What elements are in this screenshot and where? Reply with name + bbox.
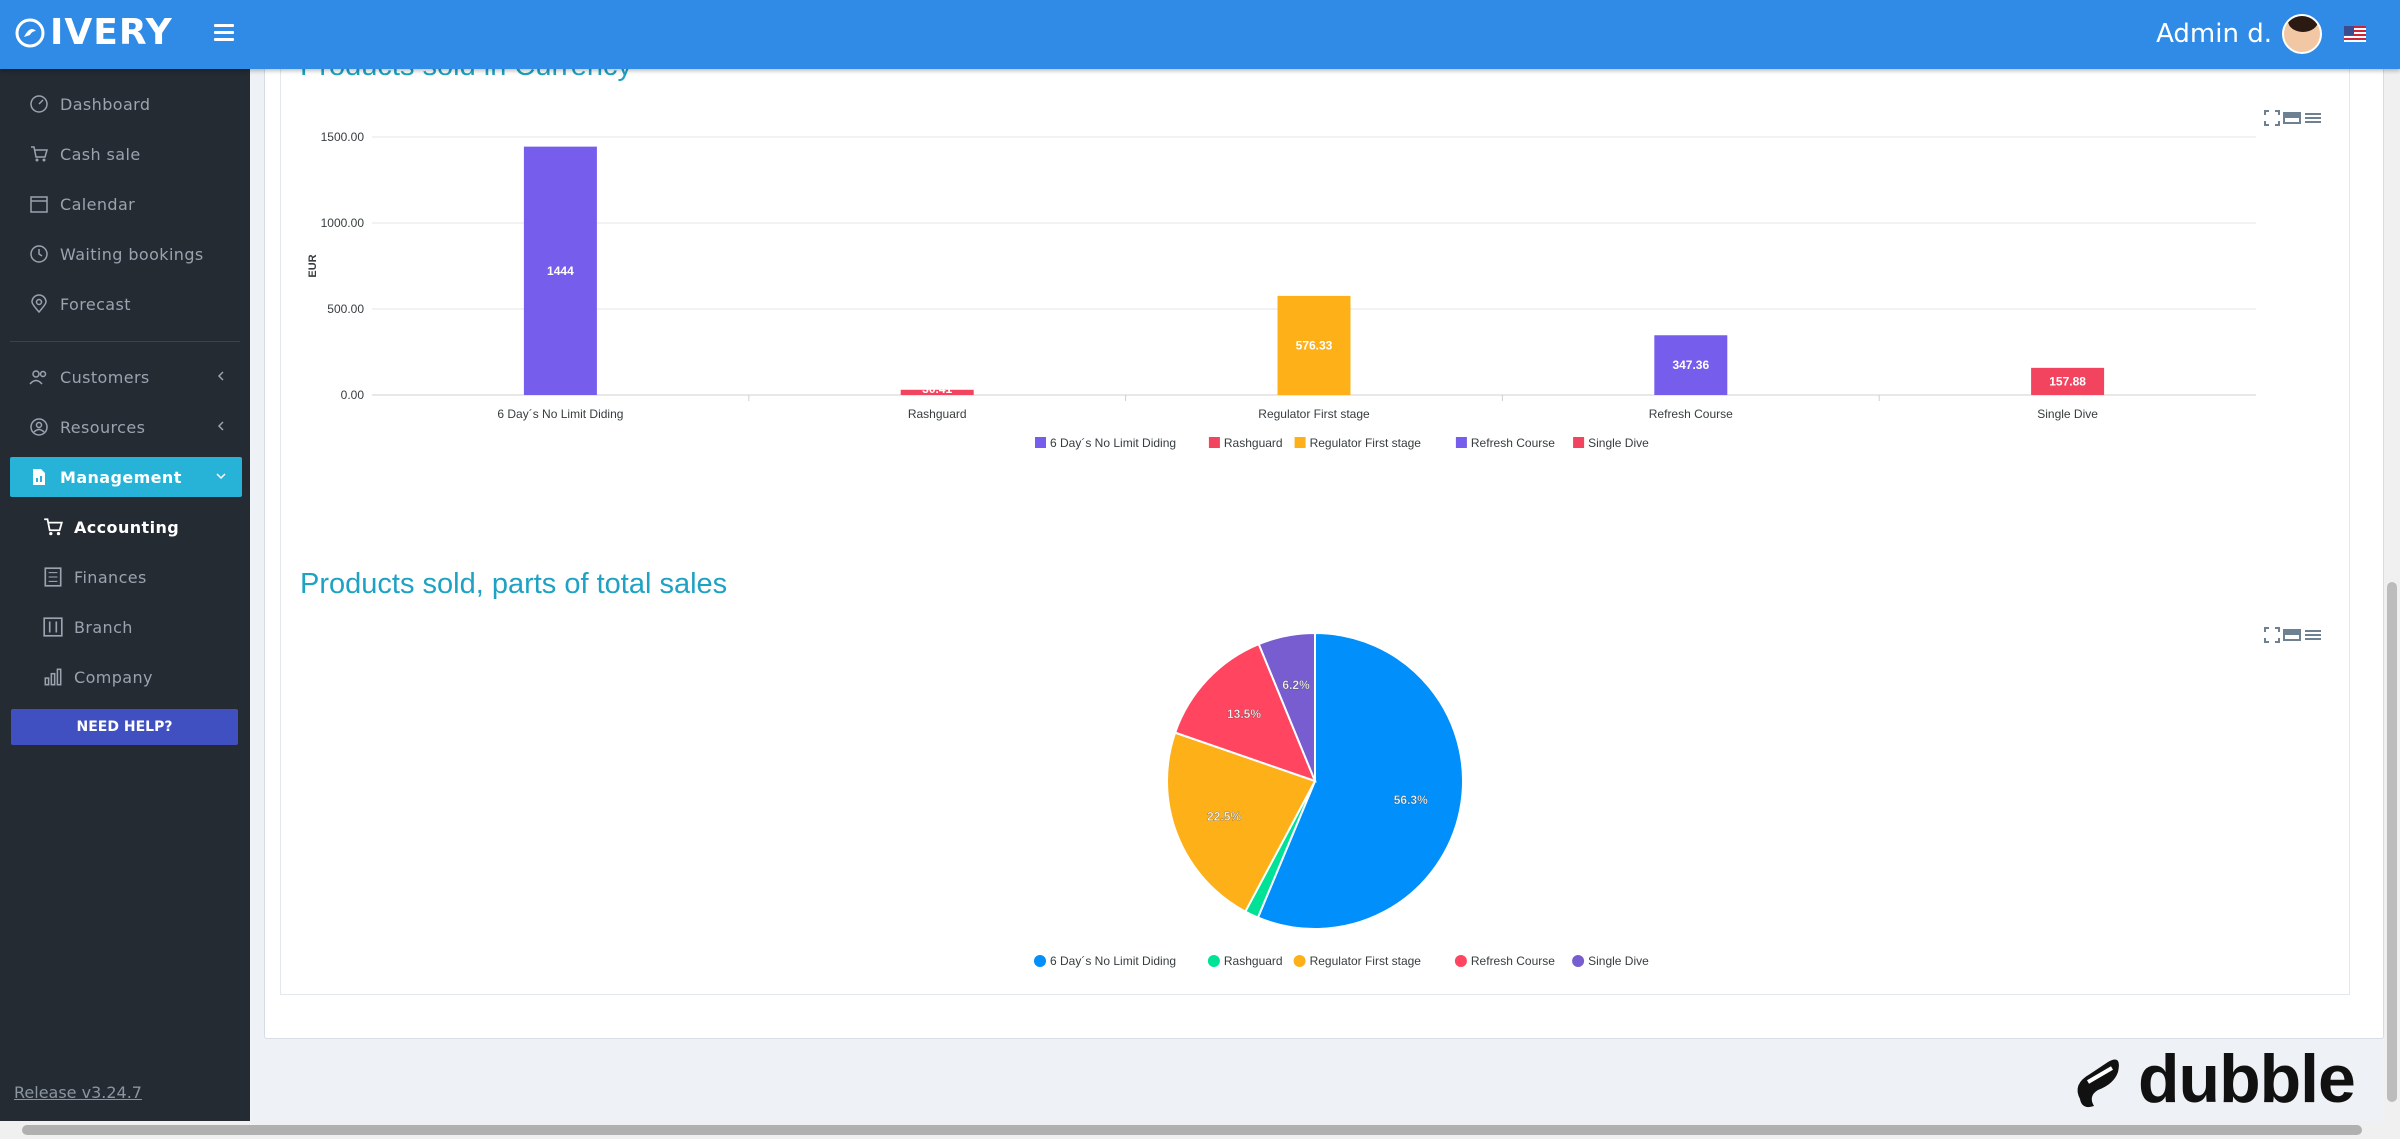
sidebar-item-label: Dashboard: [60, 94, 151, 114]
legend-label: Refresh Course: [1471, 436, 1555, 450]
document-chart-icon: [28, 466, 50, 488]
sidebar-item-forecast[interactable]: Forecast: [10, 284, 242, 324]
watermark-text: dubble: [2138, 1041, 2356, 1117]
legend-marker: [1455, 437, 1467, 448]
table-view-icon[interactable]: [2282, 627, 2302, 643]
dubble-logo-icon: [2077, 1059, 2119, 1108]
sidebar-item-dashboard[interactable]: Dashboard: [10, 84, 242, 124]
sidebar-item-label: Forecast: [60, 294, 131, 314]
sidebar-subitem-label: Branch: [74, 617, 133, 637]
legend-marker: [1035, 437, 1046, 448]
cart-icon: [28, 143, 50, 165]
sidebar-item-label: Management: [60, 467, 182, 487]
sidebar-item-label: Customers: [60, 367, 150, 387]
bar: [1277, 295, 1351, 395]
legend-label: Rashguard: [1224, 436, 1283, 450]
fullscreen-icon[interactable]: [2264, 110, 2280, 126]
x-tick-label: Rashguard: [908, 407, 967, 421]
sliders-icon: [43, 617, 63, 637]
fullscreen-icon[interactable]: [2264, 627, 2280, 643]
vertical-scrollbar-thumb[interactable]: [2387, 582, 2397, 1102]
chevron-down-icon: [216, 473, 226, 480]
legend-label: 6 Day´s No Limit Diding: [1050, 436, 1176, 450]
us-flag-icon[interactable]: [2344, 26, 2366, 42]
sidebar-item-label: Resources: [60, 417, 146, 437]
sidebar-subitem-company[interactable]: Company: [42, 659, 242, 695]
y-tick-label: 0.00: [341, 388, 365, 402]
bar: [2031, 367, 2105, 395]
chevron-left-icon: [217, 421, 224, 431]
sidebar-subitem-finances[interactable]: Finances: [42, 559, 242, 595]
data-label: 30.41: [922, 382, 952, 396]
y-tick-label: 1500.00: [321, 130, 365, 144]
sidebar-item-label: Calendar: [60, 194, 136, 214]
menu-toggle-icon[interactable]: [214, 24, 234, 44]
data-label: 1444: [547, 264, 574, 278]
sidebar-subitem-label: Accounting: [74, 517, 180, 537]
release-link[interactable]: Release v3.24.7: [14, 1083, 142, 1102]
bar-chart-icon: [44, 668, 62, 686]
cart-icon: [44, 518, 63, 536]
resources-icon: [28, 416, 50, 438]
dashboard-gauge-icon: [28, 93, 50, 115]
x-tick-label: Refresh Course: [1649, 407, 1733, 421]
legend-marker: [1573, 437, 1585, 448]
book-icon: [44, 567, 62, 587]
x-tick-label: Single Dive: [2037, 407, 2098, 421]
sidebar-subitem-label: Company: [74, 667, 153, 687]
bar-chart-toolbar: [2264, 110, 2322, 126]
sidebar-item-cash-sale[interactable]: Cash sale: [10, 134, 242, 174]
data-label: 576.33: [1296, 338, 1333, 352]
menu-icon[interactable]: [2304, 110, 2322, 126]
sidebar-item-resources[interactable]: Resources: [10, 407, 242, 447]
sidebar-item-label: Waiting bookings: [60, 244, 204, 264]
app-logo[interactable]: IVERY: [14, 14, 173, 52]
pie-chart-title: Products sold, parts of total sales: [300, 568, 728, 600]
sidebar: Dashboard Cash sale Calendar Waiting boo…: [0, 69, 250, 1121]
dolphin-logo-icon: [15, 18, 45, 48]
legend-marker: [1208, 437, 1220, 448]
pie-chart-toolbar: [2264, 627, 2322, 643]
sidebar-item-calendar[interactable]: Calendar: [10, 184, 242, 224]
sidebar-subitem-label: Finances: [74, 567, 147, 587]
horizontal-scrollbar-thumb[interactable]: [22, 1125, 2362, 1135]
users-icon: [28, 366, 50, 388]
y-tick-label: 1000.00: [321, 216, 365, 230]
clock-icon: [28, 243, 50, 265]
sidebar-item-label: Cash sale: [60, 144, 141, 164]
sidebar-item-management[interactable]: Management: [10, 457, 242, 497]
user-name: Admin d.: [2156, 19, 2272, 49]
chevron-left-icon: [217, 371, 224, 381]
y-axis-label: EUR: [307, 254, 319, 277]
bar: [1654, 335, 1728, 395]
calendar-icon: [28, 193, 50, 215]
need-help-button[interactable]: NEED HELP?: [11, 709, 238, 745]
dubble-watermark: dubble: [2068, 1040, 2356, 1118]
brand-name: IVERY: [50, 12, 173, 53]
x-tick-label: Regulator First stage: [1258, 407, 1370, 421]
sidebar-subitem-branch[interactable]: Branch: [42, 609, 242, 645]
bar: [900, 389, 974, 395]
user-menu[interactable]: Admin d.: [2156, 14, 2322, 54]
legend-marker: [1294, 437, 1306, 448]
sidebar-item-waiting-bookings[interactable]: Waiting bookings: [10, 234, 242, 274]
x-tick-label: 6 Day´s No Limit Diding: [497, 407, 623, 421]
sidebar-item-customers[interactable]: Customers: [10, 357, 242, 397]
menu-icon[interactable]: [2304, 627, 2322, 643]
sidebar-subitem-accounting[interactable]: Accounting: [42, 509, 242, 545]
data-label: 347.36: [1672, 358, 1709, 372]
y-tick-label: 500.00: [327, 302, 364, 316]
legend-label: Single Dive: [1588, 436, 1649, 450]
top-bar: IVERY Admin d.: [0, 0, 2400, 69]
data-label: 157.88: [2049, 374, 2086, 388]
table-view-icon[interactable]: [2282, 110, 2302, 126]
map-pin-icon: [28, 293, 50, 315]
sidebar-divider: [10, 341, 240, 342]
legend-label: Regulator First stage: [1310, 436, 1422, 450]
avatar[interactable]: [2282, 14, 2322, 54]
bar: [523, 146, 597, 395]
